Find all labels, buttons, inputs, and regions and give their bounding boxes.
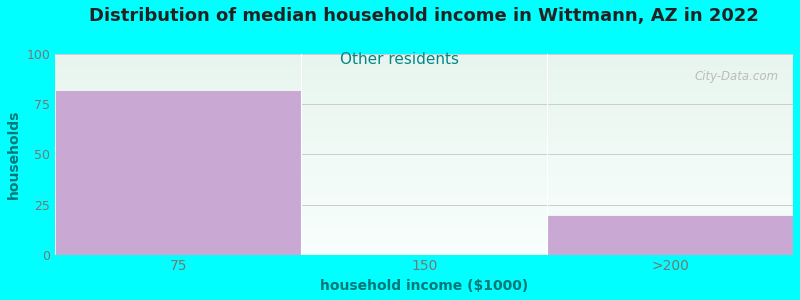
Y-axis label: households: households <box>7 110 21 199</box>
Bar <box>547 214 793 255</box>
Bar <box>55 90 301 255</box>
Text: City-Data.com: City-Data.com <box>694 70 778 83</box>
Text: Other residents: Other residents <box>341 52 459 68</box>
X-axis label: household income ($1000): household income ($1000) <box>320 279 528 293</box>
Title: Distribution of median household income in Wittmann, AZ in 2022: Distribution of median household income … <box>90 7 759 25</box>
